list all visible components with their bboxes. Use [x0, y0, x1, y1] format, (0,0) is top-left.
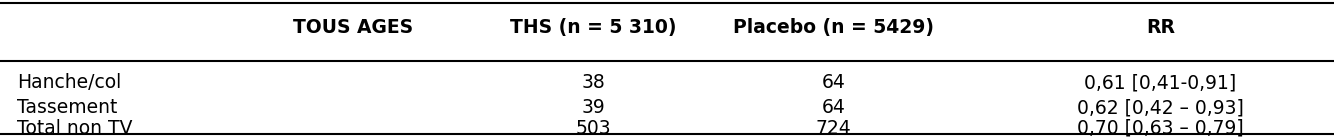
Text: 724: 724 [816, 119, 851, 138]
Text: TOUS AGES: TOUS AGES [293, 18, 414, 37]
Text: Placebo (n = 5429): Placebo (n = 5429) [734, 18, 934, 37]
Text: Tassement: Tassement [17, 98, 117, 117]
Text: 0,62 [0,42 – 0,93]: 0,62 [0,42 – 0,93] [1077, 98, 1245, 117]
Text: RR: RR [1146, 18, 1175, 37]
Text: 64: 64 [822, 98, 846, 117]
Text: Total non TV: Total non TV [17, 119, 133, 138]
Text: Hanche/col: Hanche/col [17, 73, 121, 92]
Text: 0,70 [0,63 – 0,79]: 0,70 [0,63 – 0,79] [1077, 119, 1243, 138]
Text: 64: 64 [822, 73, 846, 92]
Text: 0,61 [0,41-0,91]: 0,61 [0,41-0,91] [1085, 73, 1237, 92]
Text: 38: 38 [582, 73, 606, 92]
Text: 503: 503 [576, 119, 611, 138]
Text: 39: 39 [582, 98, 606, 117]
Text: THS (n = 5 310): THS (n = 5 310) [511, 18, 676, 37]
